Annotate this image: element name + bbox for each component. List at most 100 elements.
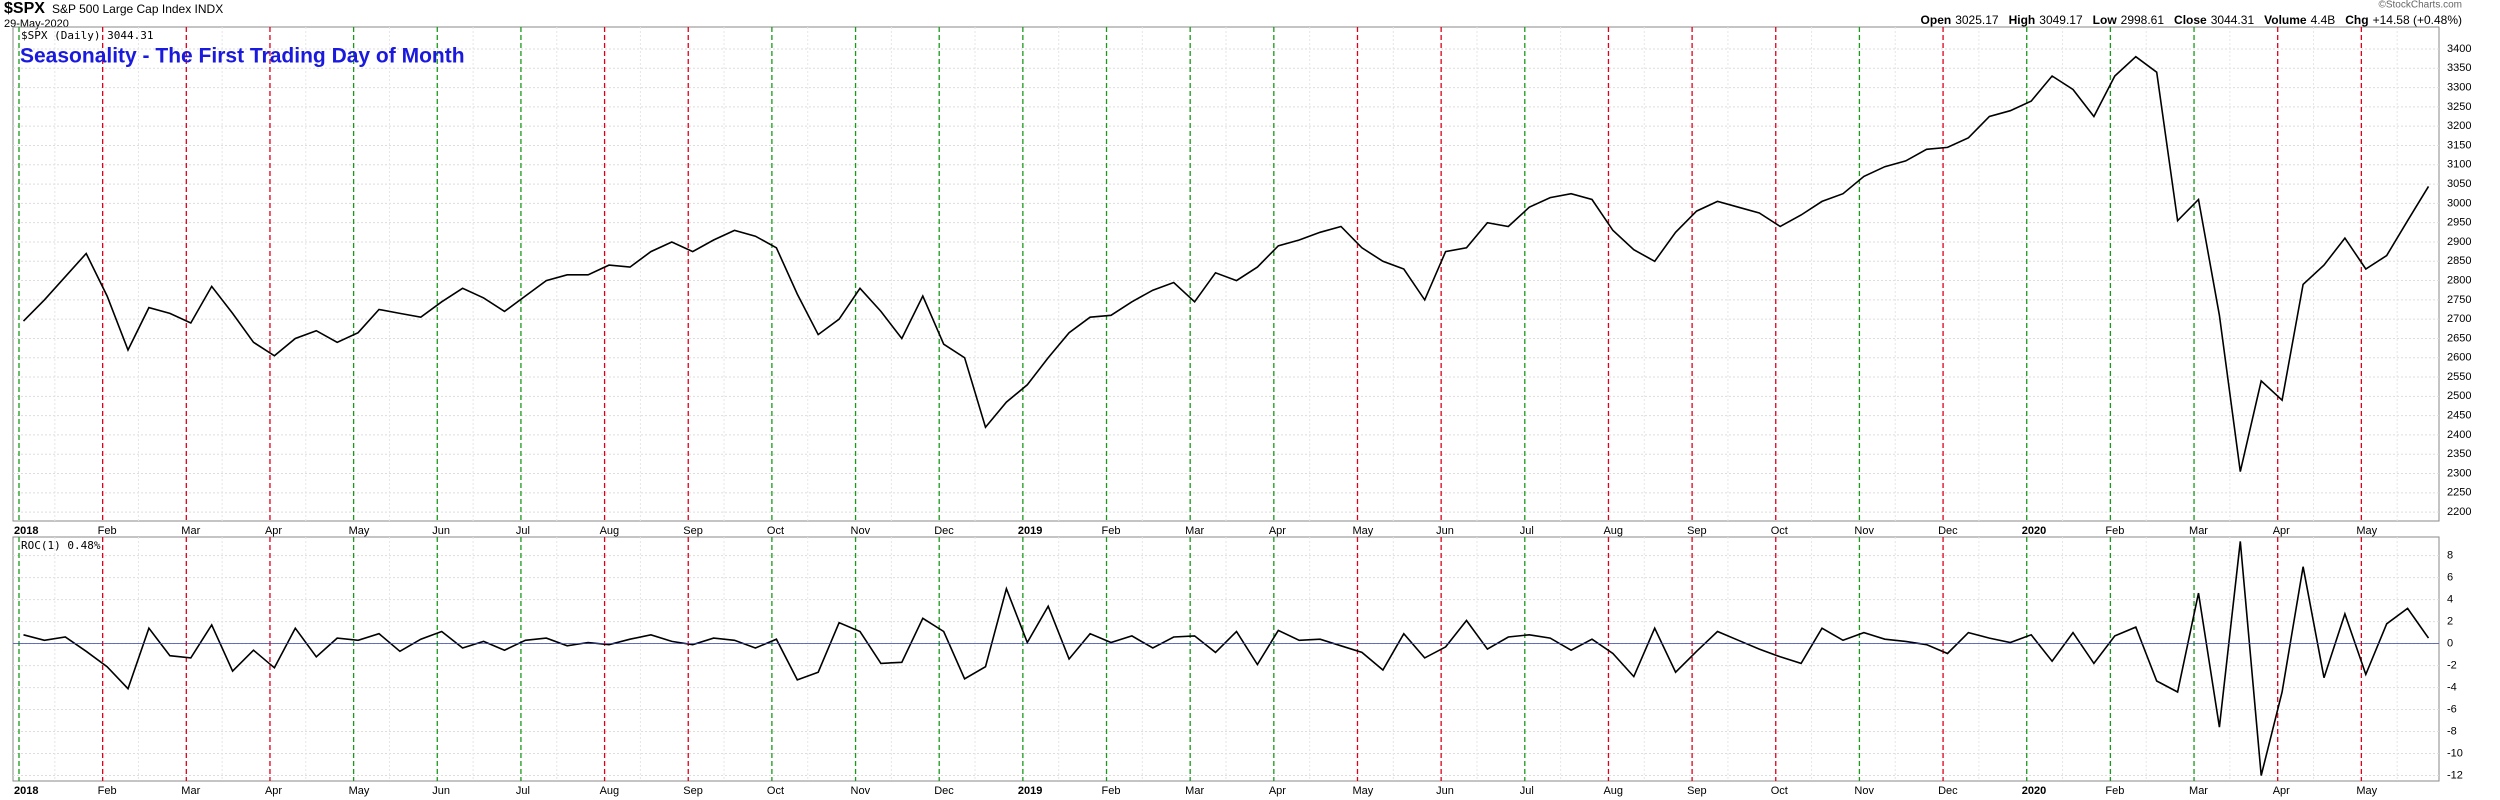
y-tick-label: 2300 (2447, 467, 2471, 479)
chart-title: Seasonality - The First Trading Day of M… (20, 45, 465, 68)
y-tick-label: 8 (2447, 550, 2453, 562)
x-tick-label: Apr (1269, 525, 1286, 537)
stat-value: 2998.61 (2121, 13, 2165, 27)
y-tick-label: -10 (2447, 747, 2463, 759)
x-tick-label: Nov (851, 525, 871, 537)
x-tick-label: 2019 (1018, 785, 1042, 797)
series-line (23, 541, 2430, 776)
y-tick-label: 3100 (2447, 159, 2471, 171)
x-tick-label: Mar (181, 525, 200, 537)
x-tick-label: Apr (1269, 785, 1286, 797)
x-tick-label: Feb (1102, 525, 1121, 537)
y-tick-label: 3200 (2447, 120, 2471, 132)
x-tick-label: 2018 (14, 785, 38, 797)
price-stats: Open 3025.17 High 3049.17 Low 2998.61 Close 304… (1921, 13, 2462, 27)
index-name: S&P 500 Large Cap Index INDX (52, 2, 223, 16)
x-tick-label: Nov (1854, 525, 1874, 537)
x-tick-label: 2020 (2022, 785, 2046, 797)
x-tick-label: Oct (1771, 525, 1788, 537)
x-tick-label: Jul (1520, 785, 1534, 797)
y-tick-label: 3150 (2447, 139, 2471, 151)
x-tick-label: Aug (600, 785, 620, 797)
stat-value: 4.4B (2311, 13, 2336, 27)
x-tick-label: Nov (851, 785, 871, 797)
x-tick-label: May (2356, 785, 2377, 797)
y-tick-label: 2750 (2447, 294, 2471, 306)
y-tick-label: 2950 (2447, 217, 2471, 229)
x-tick-label: May (1352, 525, 1373, 537)
x-tick-label: Apr (2273, 785, 2290, 797)
x-tick-label: Sep (1687, 785, 1707, 797)
y-tick-label: 2550 (2447, 371, 2471, 383)
x-tick-label: Jul (516, 525, 530, 537)
y-tick-label: 6 (2447, 572, 2453, 584)
stat-label: Chg (2345, 13, 2368, 27)
stat-value: +14.58 (+0.48%) (2373, 13, 2462, 27)
x-tick-label: Oct (767, 785, 784, 797)
y-tick-label: 2700 (2447, 313, 2471, 325)
x-tick-label: Aug (1603, 525, 1623, 537)
x-tick-label: Mar (181, 785, 200, 797)
x-tick-label: Feb (2105, 785, 2124, 797)
y-tick-label: 2800 (2447, 274, 2471, 286)
stat-label: Volume (2264, 13, 2307, 27)
price-panel (12, 26, 2440, 522)
stat-label: Close (2174, 13, 2207, 27)
y-tick-label: 2600 (2447, 352, 2471, 364)
x-tick-label: Dec (934, 785, 954, 797)
y-tick-label: 3400 (2447, 43, 2471, 55)
x-tick-label: Dec (1938, 785, 1958, 797)
y-tick-label: 2850 (2447, 255, 2471, 267)
y-tick-label: 2250 (2447, 487, 2471, 499)
y-tick-label: 2500 (2447, 390, 2471, 402)
x-tick-label: Oct (1771, 785, 1788, 797)
stat-value: 3049.17 (2039, 13, 2083, 27)
y-tick-label: 0 (2447, 638, 2453, 650)
y-tick-label: 2 (2447, 616, 2453, 628)
legend: ROC(1) 0.48% (21, 539, 101, 552)
y-tick-label: 4 (2447, 594, 2453, 606)
x-tick-label: Sep (683, 525, 703, 537)
x-tick-label: Dec (1938, 525, 1958, 537)
y-tick-label: 2450 (2447, 410, 2471, 422)
x-tick-label: Feb (98, 525, 117, 537)
x-tick-label: Sep (1687, 525, 1707, 537)
y-tick-label: -2 (2447, 660, 2457, 672)
y-tick-label: 3300 (2447, 81, 2471, 93)
x-tick-label: Feb (98, 785, 117, 797)
x-tick-label: Sep (683, 785, 703, 797)
x-tick-label: 2019 (1018, 525, 1042, 537)
y-tick-label: 2400 (2447, 429, 2471, 441)
x-tick-label: Apr (265, 785, 282, 797)
x-tick-label: Feb (1102, 785, 1121, 797)
x-tick-label: Nov (1854, 785, 1874, 797)
x-tick-label: Oct (767, 525, 784, 537)
stat-label: Open (1921, 13, 1952, 27)
y-tick-label: 2200 (2447, 506, 2471, 518)
y-tick-label: 3000 (2447, 197, 2471, 209)
y-tick-label: 3350 (2447, 62, 2471, 74)
x-tick-label: Mar (1185, 785, 1204, 797)
x-tick-label: Jun (1436, 525, 1454, 537)
x-tick-label: May (349, 785, 370, 797)
x-tick-label: May (349, 525, 370, 537)
y-tick-label: -8 (2447, 725, 2457, 737)
y-tick-label: 2900 (2447, 236, 2471, 248)
x-tick-label: Dec (934, 525, 954, 537)
stat-label: Low (2093, 13, 2118, 27)
series-line (22, 55, 2430, 472)
x-tick-label: Aug (1603, 785, 1623, 797)
y-tick-label: 3250 (2447, 101, 2471, 113)
x-tick-label: Mar (2189, 785, 2208, 797)
x-tick-label: Jun (1436, 785, 1454, 797)
x-tick-label: Mar (1185, 525, 1204, 537)
y-tick-label: -6 (2447, 703, 2457, 715)
y-tick-label: 2650 (2447, 332, 2471, 344)
x-tick-label: May (1352, 785, 1373, 797)
x-tick-label: Jun (432, 525, 450, 537)
y-tick-label: 2350 (2447, 448, 2471, 460)
x-tick-label: 2020 (2022, 525, 2046, 537)
credit: ©StockCharts.com (2378, 0, 2462, 11)
x-tick-label: Feb (2105, 525, 2124, 537)
